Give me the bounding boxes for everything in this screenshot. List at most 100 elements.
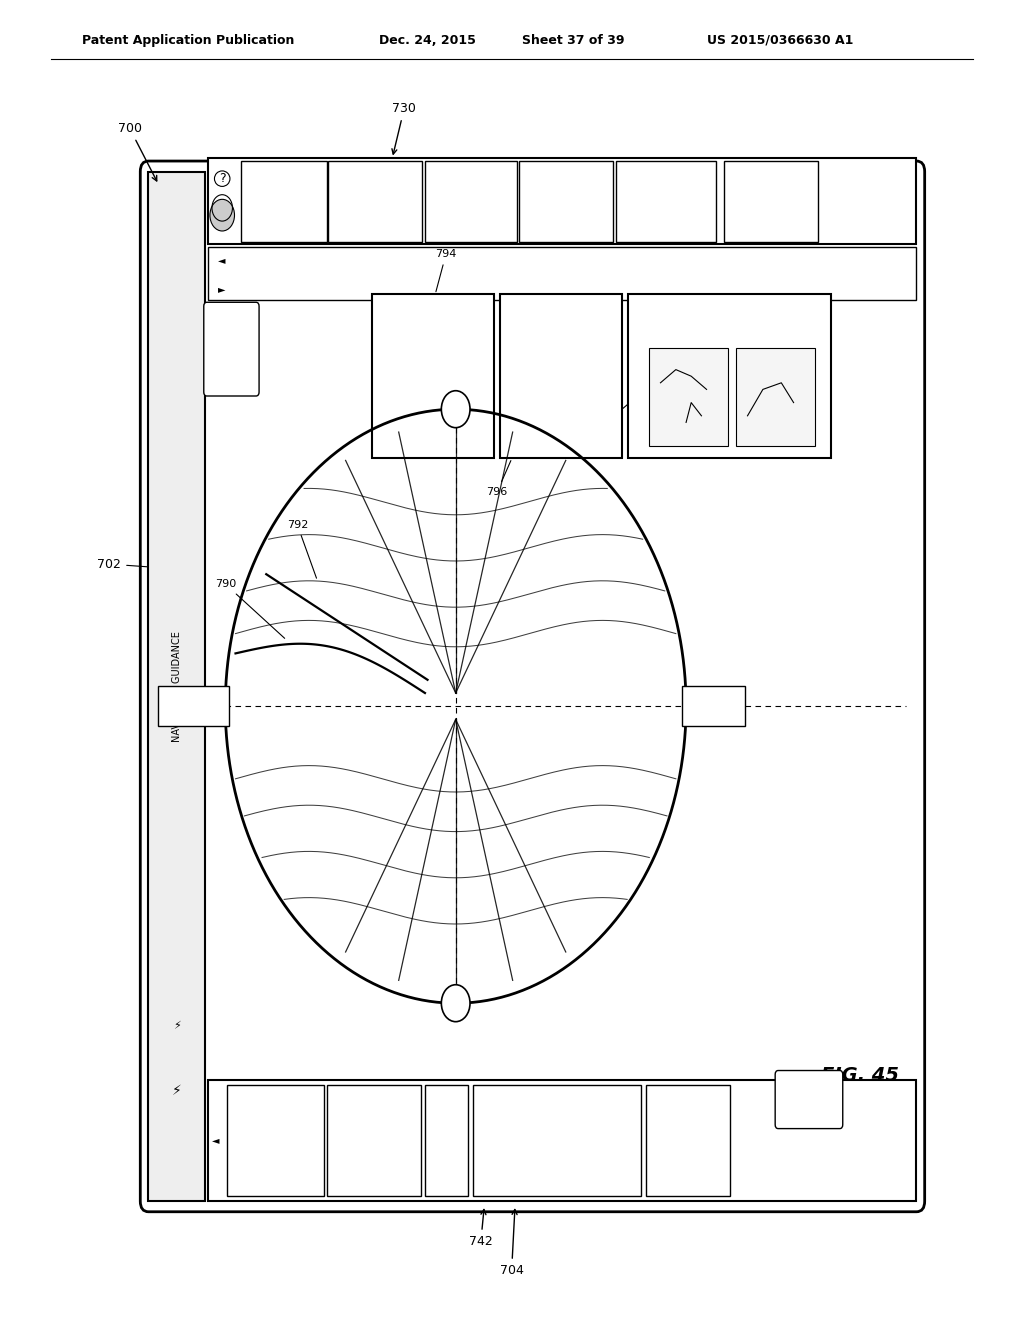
Text: ⬤: ⬤	[410, 424, 416, 430]
FancyBboxPatch shape	[241, 161, 327, 242]
Text: REFERENCE:
PRE-DEFINED
ANGLES: REFERENCE: PRE-DEFINED ANGLES	[353, 1131, 394, 1150]
Text: 794: 794	[435, 249, 457, 292]
Text: CEPHALAD: CEPHALAD	[537, 372, 565, 378]
Text: ▲: ▲	[707, 165, 711, 170]
Text: ◄: ◄	[212, 1135, 219, 1146]
Text: M/L: M/L	[596, 1148, 608, 1155]
Text: L: L	[453, 999, 459, 1007]
Text: LEFT: LEFT	[522, 1184, 539, 1191]
Text: ▲: ▲	[431, 1089, 435, 1094]
FancyBboxPatch shape	[158, 686, 229, 726]
Text: 792: 792	[287, 520, 316, 578]
FancyBboxPatch shape	[148, 172, 205, 1201]
Text: CEPH  CAUDAL  LEFT  RIGHT: CEPH CAUDAL LEFT RIGHT	[693, 313, 771, 318]
Text: ↻: ↻	[538, 422, 544, 432]
Text: ▲: ▲	[652, 1089, 656, 1094]
Text: ▲: ▲	[660, 317, 665, 322]
Circle shape	[441, 985, 470, 1022]
FancyBboxPatch shape	[327, 1085, 421, 1196]
FancyBboxPatch shape	[724, 161, 818, 242]
Text: ?: ?	[219, 172, 225, 185]
FancyBboxPatch shape	[204, 302, 259, 396]
Text: ◄: ◄	[218, 255, 225, 265]
Text: M/L: M/L	[455, 315, 467, 322]
Text: PATIENT
MODULE: PATIENT MODULE	[651, 195, 681, 207]
Text: NAVIGATED GUIDANCE: NAVIGATED GUIDANCE	[172, 631, 181, 742]
Text: SSEP
HARNESS: SSEP HARNESS	[358, 195, 391, 207]
Text: □: □	[650, 315, 659, 326]
Text: CEPHALAD: CEPHALAD	[409, 372, 437, 378]
Text: 790: 790	[215, 579, 285, 639]
FancyBboxPatch shape	[682, 686, 745, 726]
Text: ►: ►	[218, 284, 225, 294]
FancyBboxPatch shape	[372, 294, 494, 458]
Text: 14°: 14°	[539, 339, 563, 352]
FancyBboxPatch shape	[736, 348, 815, 446]
Text: ▲: ▲	[317, 165, 322, 170]
Text: 702: 702	[97, 557, 156, 570]
Text: CEPHALAD: CEPHALAD	[170, 702, 217, 710]
Text: RETICLE: RETICLE	[457, 198, 485, 205]
Text: 28°: 28°	[518, 1162, 543, 1175]
Text: C-ARM LOCATION: C-ARM LOCATION	[638, 352, 642, 400]
Text: M/L: M/L	[583, 315, 595, 322]
Text: C/C: C/C	[417, 315, 429, 322]
Text: IMAGING:: IMAGING:	[672, 1122, 705, 1129]
Text: Patent Application Publication: Patent Application Publication	[82, 33, 294, 46]
FancyBboxPatch shape	[628, 294, 831, 458]
FancyBboxPatch shape	[775, 1071, 843, 1129]
Text: ⚡: ⚡	[173, 1022, 180, 1032]
FancyBboxPatch shape	[140, 161, 925, 1212]
Text: UTILITIES: UTILITIES	[755, 198, 787, 205]
Text: Sheet 37 of 39: Sheet 37 of 39	[522, 33, 625, 46]
Text: ▼: ▼	[428, 165, 432, 170]
FancyBboxPatch shape	[616, 161, 716, 242]
Text: 30°: 30°	[518, 1106, 543, 1119]
FancyBboxPatch shape	[425, 161, 517, 242]
Text: Dec. 24, 2015: Dec. 24, 2015	[379, 33, 476, 46]
Text: ◄: ◄	[332, 1184, 336, 1189]
Text: RIGHT: RIGHT	[591, 1184, 613, 1191]
Text: FIG. 45: FIG. 45	[821, 1067, 899, 1085]
FancyBboxPatch shape	[519, 161, 613, 242]
FancyBboxPatch shape	[473, 1085, 641, 1196]
Text: 742: 742	[469, 1209, 493, 1247]
FancyBboxPatch shape	[208, 247, 916, 300]
Text: M/L: M/L	[524, 1148, 537, 1155]
Text: IMAGE: IMAGE	[673, 1160, 703, 1170]
Text: R: R	[453, 405, 459, 413]
FancyBboxPatch shape	[208, 158, 916, 244]
Text: ⧉ ▲: ⧉ ▲	[803, 1096, 815, 1104]
Circle shape	[441, 391, 470, 428]
Text: C/C: C/C	[545, 315, 557, 322]
Text: ▲: ▲	[413, 165, 417, 170]
FancyBboxPatch shape	[649, 348, 728, 446]
Text: ✱: ✱	[295, 1170, 303, 1180]
FancyBboxPatch shape	[328, 161, 422, 242]
Text: CEPHALAD: CEPHALAD	[514, 1134, 547, 1139]
Text: ▲: ▲	[609, 306, 614, 312]
Text: ▲: ▲	[481, 306, 486, 312]
Circle shape	[210, 199, 234, 231]
Text: PROBE: PROBE	[272, 198, 295, 205]
FancyBboxPatch shape	[425, 1085, 468, 1196]
Text: IPAS CLIP: IPAS CLIP	[550, 198, 583, 205]
Text: ▲: ▲	[333, 1089, 337, 1094]
Text: DYNAMIC
STIM EMG: DYNAMIC STIM EMG	[257, 1123, 294, 1144]
Text: 730: 730	[392, 102, 416, 154]
Text: LEFT: LEFT	[453, 371, 469, 378]
FancyBboxPatch shape	[208, 1080, 916, 1201]
Text: ▼: ▼	[727, 165, 731, 170]
Text: C/C: C/C	[524, 1090, 537, 1097]
Text: ◄: ◄	[232, 1184, 237, 1189]
Text: C-ARM: C-ARM	[673, 1140, 703, 1150]
Text: 28°: 28°	[449, 339, 473, 352]
Text: 704: 704	[500, 1209, 523, 1276]
Text: ⚡: ⚡	[172, 1085, 181, 1098]
Text: C-ARM ANGLES: C-ARM ANGLES	[510, 355, 514, 397]
Text: ▲: ▲	[604, 165, 608, 170]
Text: L1: L1	[438, 1134, 455, 1147]
Text: 700: 700	[118, 121, 157, 181]
Text: INSTRUMENT ANGLES: INSTRUMENT ANGLES	[382, 347, 386, 405]
Text: 09:30 - AUG 11, 2008: 09:30 - AUG 11, 2008	[229, 317, 233, 383]
